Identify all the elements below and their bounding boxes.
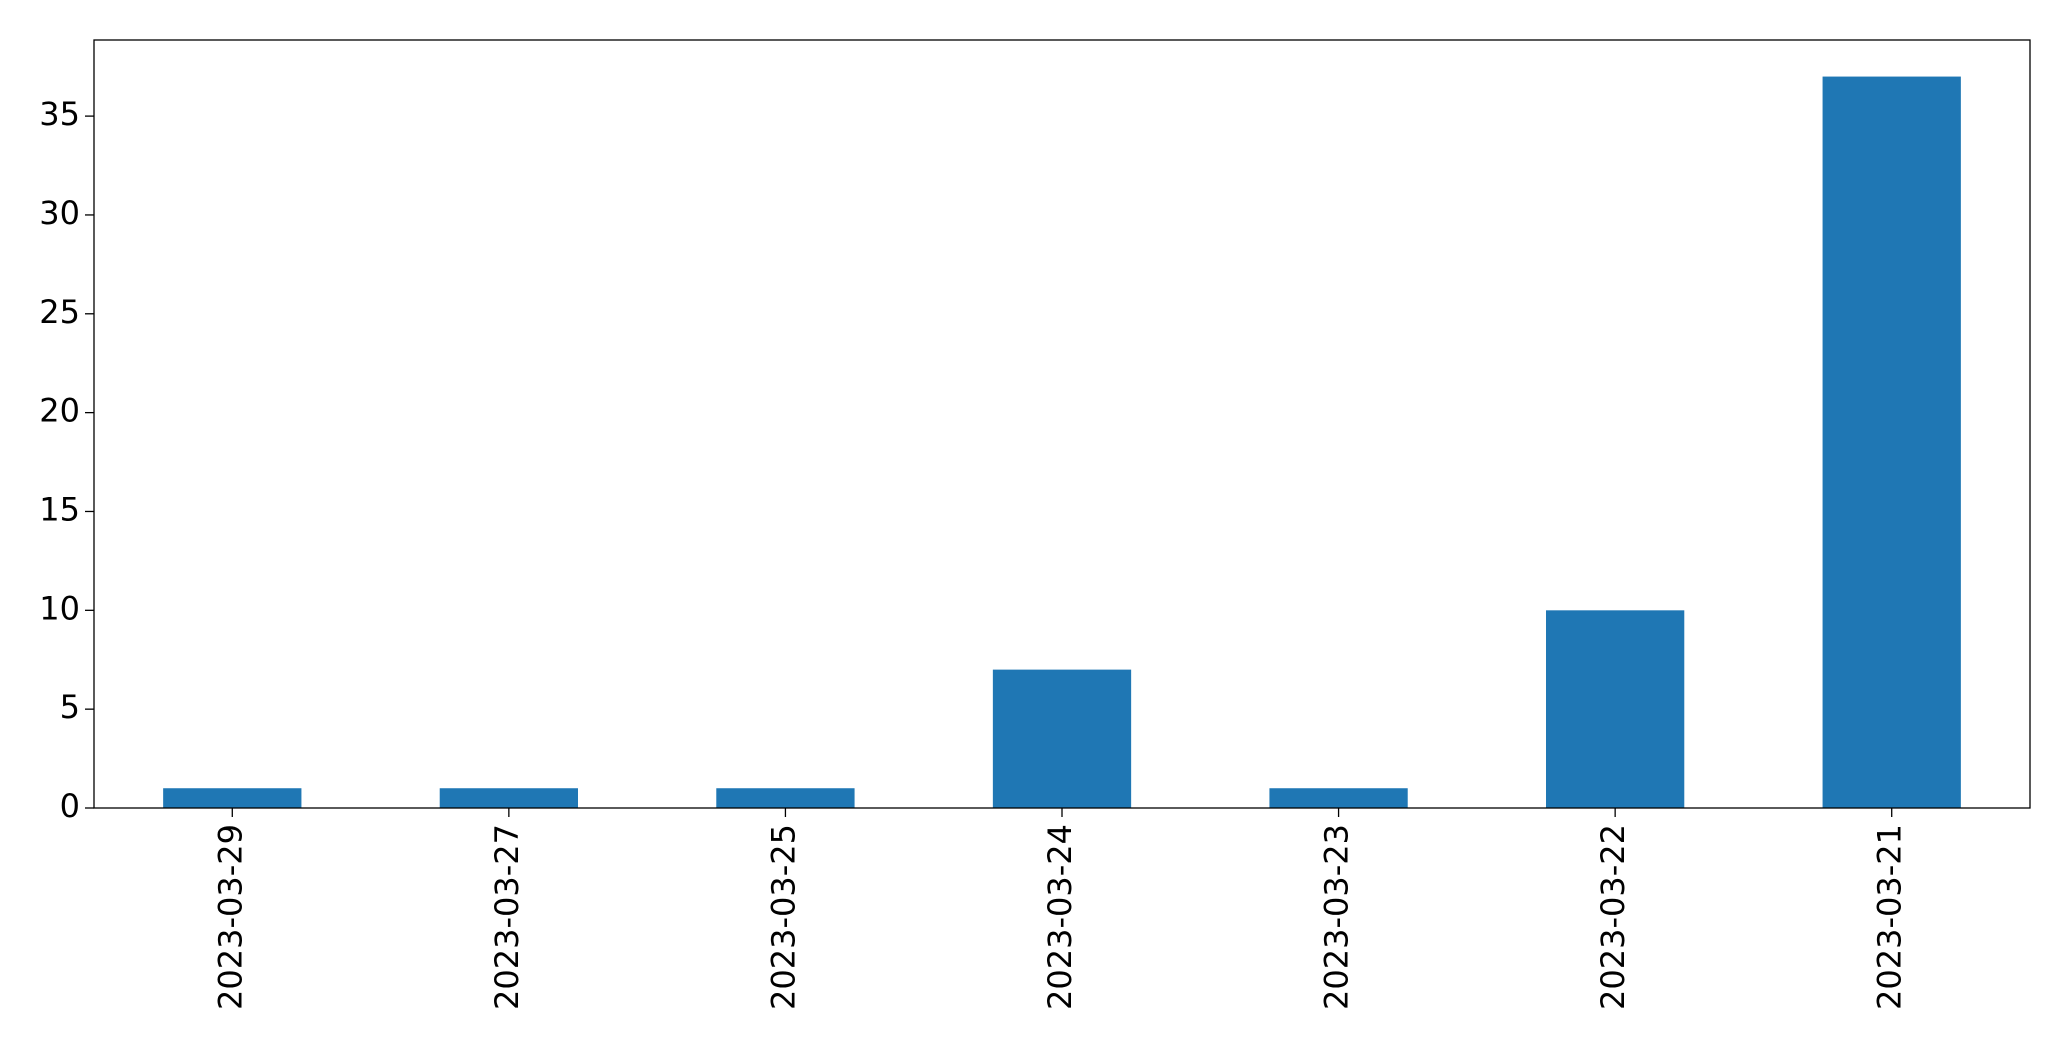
x-tick-label: 2023-03-22 [1594, 824, 1632, 1010]
x-tick-label: 2023-03-23 [1318, 824, 1356, 1010]
bar [439, 788, 578, 808]
x-tick-label: 2023-03-27 [488, 824, 526, 1010]
y-tick-label: 25 [39, 293, 80, 331]
x-tick-label: 2023-03-25 [764, 824, 802, 1010]
x-tick-label: 2023-03-29 [211, 824, 249, 1010]
y-tick-label: 10 [39, 589, 80, 627]
y-tick-label: 30 [39, 194, 80, 232]
plot-frame [93, 39, 2031, 809]
bar [1822, 76, 1961, 809]
bar [716, 788, 855, 808]
y-tick-label: 20 [39, 392, 80, 430]
x-tick-label: 2023-03-21 [1871, 824, 1909, 1010]
bar [163, 788, 302, 808]
y-tick-label: 0 [60, 787, 80, 825]
y-tick-label: 5 [60, 688, 80, 726]
bar [992, 669, 1132, 808]
y-tick-label: 35 [39, 95, 80, 133]
x-tick-label: 2023-03-24 [1041, 824, 1079, 1010]
bar [1269, 788, 1408, 808]
y-tick-label: 15 [39, 490, 80, 528]
bar [1546, 610, 1685, 808]
